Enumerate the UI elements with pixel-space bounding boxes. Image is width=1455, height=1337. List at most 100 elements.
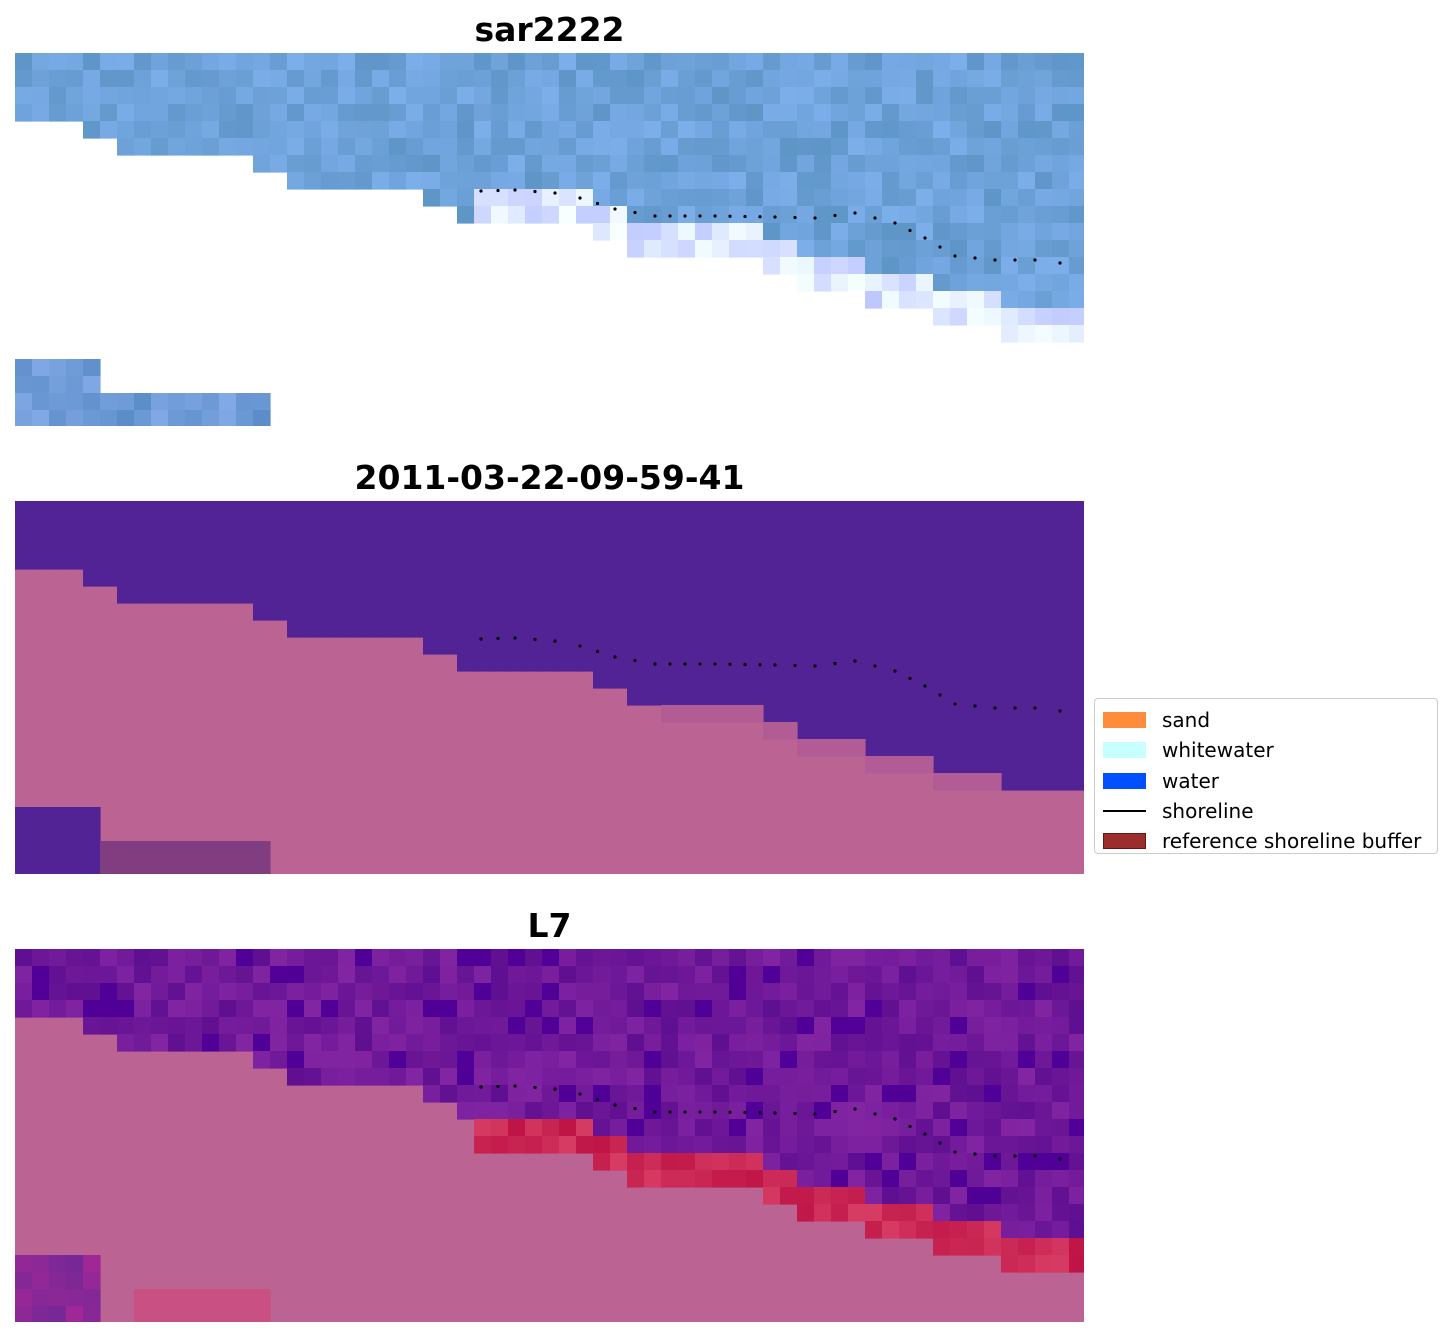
index-pixel [899, 1034, 917, 1052]
sar-pixel [491, 70, 509, 88]
sar-pixel [763, 70, 781, 88]
shoreline-dot [793, 1111, 797, 1116]
index-pixel [678, 966, 696, 984]
legend-label-water: water [1162, 768, 1219, 793]
index-pixel [389, 983, 407, 1001]
index-pixel [882, 949, 900, 967]
sar-pixel [950, 223, 968, 241]
sar-pixel [627, 172, 645, 190]
index-pixel [593, 1051, 611, 1069]
sar-pixel [627, 53, 645, 71]
index-pixel [440, 1085, 458, 1103]
index-pixel [780, 1034, 798, 1052]
sar-pixel [916, 53, 934, 71]
sar-pixel [32, 359, 50, 377]
shoreline-dot [793, 215, 797, 220]
sar-pixel [610, 87, 628, 105]
index-pixel [117, 1017, 135, 1035]
sar-pixel [100, 53, 118, 71]
index-pixel [797, 1034, 815, 1052]
index-pixel [627, 1085, 645, 1103]
index-pixel [712, 1136, 730, 1154]
index-pixel [423, 1017, 441, 1035]
sar-pixel [950, 291, 968, 309]
sar-pixel [1052, 308, 1070, 326]
sar-pixel [15, 70, 33, 88]
index-pixel [899, 1000, 917, 1018]
sar-pixel [355, 53, 373, 71]
index-pixel [151, 1289, 169, 1322]
index-pixel [967, 1017, 985, 1035]
index-pixel [967, 1034, 985, 1052]
shoreline-dot [938, 1141, 942, 1145]
index-pixel [627, 983, 645, 1001]
sar-pixel [984, 138, 1002, 156]
sar-pixel [695, 155, 713, 173]
sar-pixel [763, 206, 781, 224]
index-pixel [508, 1034, 526, 1052]
sar-pixel [933, 104, 951, 122]
sar-pixel [83, 376, 101, 394]
index-pixel [1052, 1136, 1070, 1154]
sar-pixel [440, 104, 458, 122]
sar-pixel [848, 257, 866, 275]
index-pixel [746, 949, 764, 967]
sar-pixel [746, 223, 764, 241]
index-pixel [474, 983, 492, 1001]
index-pixel [933, 1085, 951, 1103]
index-pixel [576, 1017, 594, 1035]
index-pixel [916, 1187, 934, 1205]
sar-pixel [576, 206, 594, 224]
sar-pixel [134, 87, 152, 105]
sar-pixel [780, 70, 798, 88]
sar-pixel [916, 155, 934, 173]
sar-pixel [219, 70, 237, 88]
sar-pixel [355, 121, 373, 139]
sar-pixel [321, 155, 339, 173]
index-pixel [814, 949, 832, 967]
sar-pixel [729, 53, 747, 71]
index-pixel [627, 1119, 645, 1137]
sar-pixel [610, 138, 628, 156]
index-pixel [950, 1119, 968, 1137]
water-area [848, 501, 866, 740]
sar-pixel [525, 206, 543, 224]
shoreline-dot [698, 214, 702, 218]
index-pixel [899, 966, 917, 984]
index-pixel [440, 949, 458, 967]
index-pixel [899, 1153, 917, 1171]
index-pixel [865, 949, 883, 967]
sar-pixel [83, 70, 101, 88]
index-pixel [831, 949, 849, 967]
sar-pixel [66, 70, 84, 88]
buffer-pixel [848, 739, 866, 757]
sar-pixel [15, 359, 33, 377]
index-pixel [1001, 1136, 1019, 1154]
index-pixel [559, 1068, 577, 1086]
sar-pixel [933, 172, 951, 190]
index-pixel [236, 1017, 254, 1035]
buffer-pixel [712, 705, 730, 723]
sar-pixel [304, 155, 322, 173]
index-pixel [576, 983, 594, 1001]
index-pixel [627, 1068, 645, 1086]
index-pixel [321, 1000, 339, 1018]
index-pixel [916, 949, 934, 967]
sar-pixel [627, 121, 645, 139]
sar-pixel [1052, 240, 1070, 258]
water-area [100, 501, 118, 587]
sar-pixel [780, 53, 798, 71]
sar-pixel [474, 121, 492, 139]
index-pixel [406, 966, 424, 984]
sar-pixel [15, 87, 33, 105]
index-pixel [899, 1136, 917, 1154]
water-area [236, 501, 254, 604]
index-pixel [644, 949, 662, 967]
sar-pixel [1018, 223, 1036, 241]
index-pixel [440, 1000, 458, 1018]
sar-pixel [168, 410, 186, 426]
index-pixel [287, 1034, 305, 1052]
index-pixel [916, 1153, 934, 1171]
sar-pixel [831, 70, 849, 88]
sar-pixel [559, 87, 577, 105]
